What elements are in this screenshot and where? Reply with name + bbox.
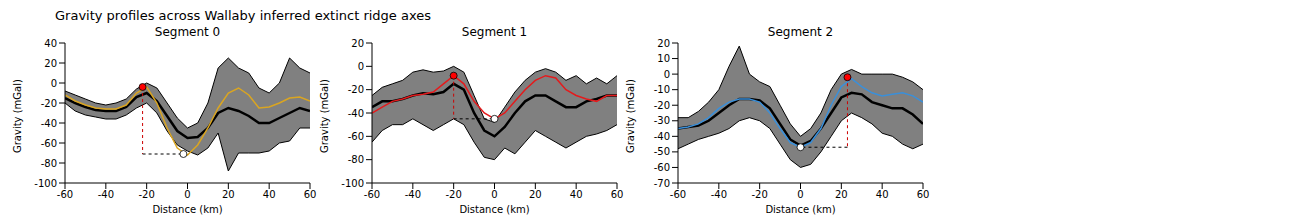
svg-text:60: 60 [917, 189, 930, 200]
svg-text:-20: -20 [348, 84, 364, 95]
svg-text:-40: -40 [98, 189, 114, 200]
svg-text:40: 40 [44, 38, 57, 49]
svg-text:Gravity (mGal): Gravity (mGal) [625, 79, 636, 153]
svg-text:-20: -20 [751, 189, 767, 200]
html-text:Segment 0: Segment 0 [154, 25, 221, 39]
svg-text:10: 10 [657, 53, 670, 64]
svg-text:Distance (km): Distance (km) [459, 204, 529, 215]
html-text:Segment 1: Segment 1 [461, 25, 528, 39]
svg-text:Distance (km): Distance (km) [765, 204, 835, 215]
svg-text:Gravity (mGal): Gravity (mGal) [319, 79, 330, 153]
svg-text:20: 20 [529, 189, 542, 200]
svg-text:-40: -40 [654, 131, 670, 142]
svg-text:0: 0 [51, 78, 57, 89]
svg-text:-60: -60 [41, 138, 57, 149]
svg-text:-60: -60 [670, 189, 686, 200]
svg-text:-40: -40 [348, 108, 364, 119]
svg-text:-100: -100 [34, 178, 57, 189]
svg-text:-40: -40 [41, 118, 57, 129]
svg-text:-50: -50 [654, 146, 670, 157]
svg-text:-70: -70 [654, 178, 670, 189]
svg-text:0: 0 [797, 189, 803, 200]
svg-text:20: 20 [351, 38, 364, 49]
svg-text:-10: -10 [654, 84, 670, 95]
svg-text:-20: -20 [138, 189, 154, 200]
svg-text:20: 20 [835, 189, 848, 200]
svg-text:-20: -20 [41, 98, 57, 109]
svg-text:40: 40 [263, 189, 276, 200]
svg-text:0: 0 [664, 69, 670, 80]
svg-text:40: 40 [876, 189, 889, 200]
svg-text:-60: -60 [364, 189, 380, 200]
svg-text:0: 0 [358, 61, 364, 72]
svg-text:-40: -40 [405, 189, 421, 200]
svg-text:0: 0 [184, 189, 190, 200]
svg-text:-30: -30 [654, 115, 670, 126]
svg-text:20: 20 [657, 38, 670, 49]
svg-text:-80: -80 [41, 158, 57, 169]
svg-text:-20: -20 [445, 189, 461, 200]
svg-text:40: 40 [570, 189, 583, 200]
svg-text:Distance (km): Distance (km) [152, 204, 222, 215]
svg-text:-20: -20 [654, 100, 670, 111]
svg-text:20: 20 [222, 189, 235, 200]
svg-text:-60: -60 [348, 131, 364, 142]
svg-text:-60: -60 [654, 162, 670, 173]
svg-text:20: 20 [44, 58, 57, 69]
html-text:Gravity profiles across Wallab: Gravity profiles across Wallaby inferred… [55, 8, 431, 23]
svg-text:Gravity (mGal): Gravity (mGal) [12, 79, 23, 153]
svg-text:-100: -100 [341, 178, 364, 189]
svg-text:0: 0 [491, 189, 497, 200]
svg-text:-60: -60 [57, 189, 73, 200]
svg-text:60: 60 [611, 189, 624, 200]
svg-text:-80: -80 [348, 154, 364, 165]
svg-text:-40: -40 [711, 189, 727, 200]
html-text:Segment 2: Segment 2 [767, 25, 834, 39]
svg-text:60: 60 [304, 189, 317, 200]
